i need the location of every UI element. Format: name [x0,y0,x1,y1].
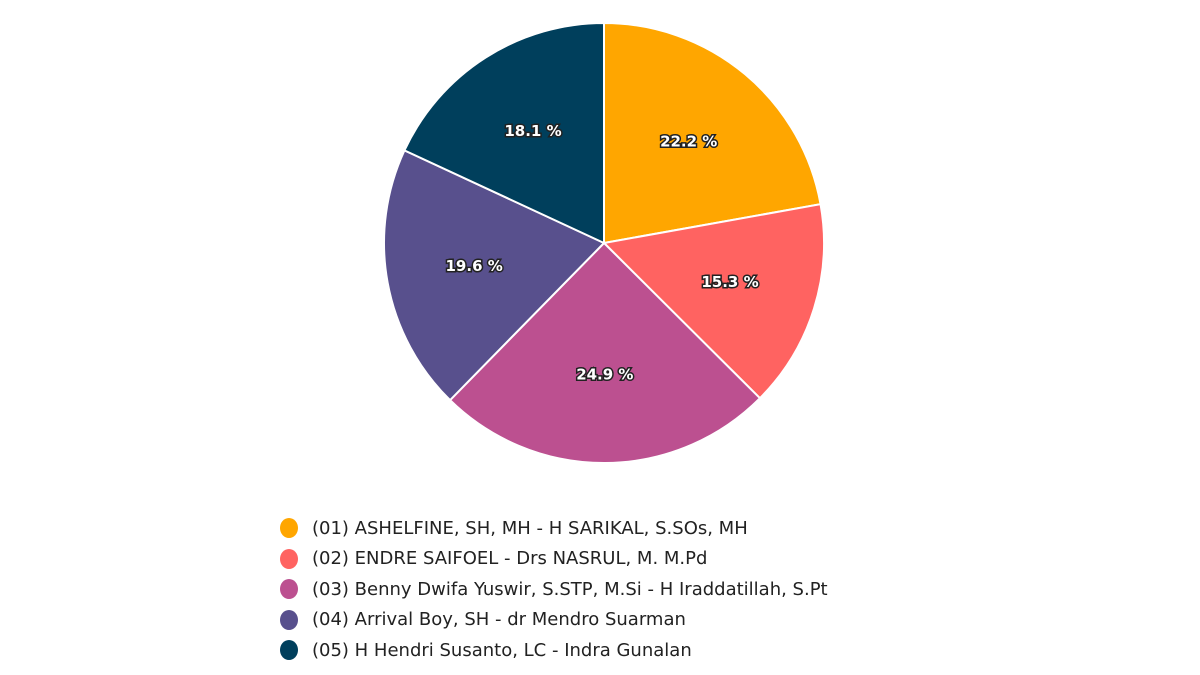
legend-item[interactable]: (05) H Hendri Susanto, LC - Indra Gunala… [280,635,828,666]
slice-data-label: 19.6 % [446,257,503,275]
slice-data-label: 18.1 % [504,122,561,140]
pie-slice[interactable] [403,21,605,245]
slice-data-label: 24.9 % [576,365,633,383]
legend-marker-icon [280,609,298,630]
legend-label: (02) ENDRE SAIFOEL - Drs NASRUL, M. M.Pd [312,548,708,570]
slice-data-label: 15.3 % [701,273,758,291]
legend-marker-icon [280,518,298,539]
legend: (01) ASHELFINE, SH, MH - H SARIKAL, S.SO… [280,513,828,666]
legend-item[interactable]: (04) Arrival Boy, SH - dr Mendro Suarman [280,605,828,636]
legend-label: (03) Benny Dwifa Yuswir, S.STP, M.Si - H… [312,578,828,600]
pie-slice[interactable] [448,241,762,464]
legend-label: (04) Arrival Boy, SH - dr Mendro Suarman [312,609,686,631]
legend-item[interactable]: (02) ENDRE SAIFOEL - Drs NASRUL, M. M.Pd [280,544,828,575]
pie-slice[interactable] [601,203,825,400]
pie-slice[interactable] [603,21,822,245]
legend-marker-icon [280,548,298,569]
legend-item[interactable]: (03) Benny Dwifa Yuswir, S.STP, M.Si - H… [280,574,828,605]
pie-slice[interactable] [383,149,606,402]
legend-marker-icon [280,640,298,661]
legend-label: (05) H Hendri Susanto, LC - Indra Gunala… [312,639,692,661]
legend-label: (01) ASHELFINE, SH, MH - H SARIKAL, S.SO… [312,517,748,539]
slice-data-label: 22.2 % [660,132,717,150]
pie-chart: 22.2 % 15.3 % 24.9 % 19.6 % 18.1 % [383,21,825,464]
legend-marker-icon [280,579,298,600]
legend-item[interactable]: (01) ASHELFINE, SH, MH - H SARIKAL, S.SO… [280,513,828,544]
